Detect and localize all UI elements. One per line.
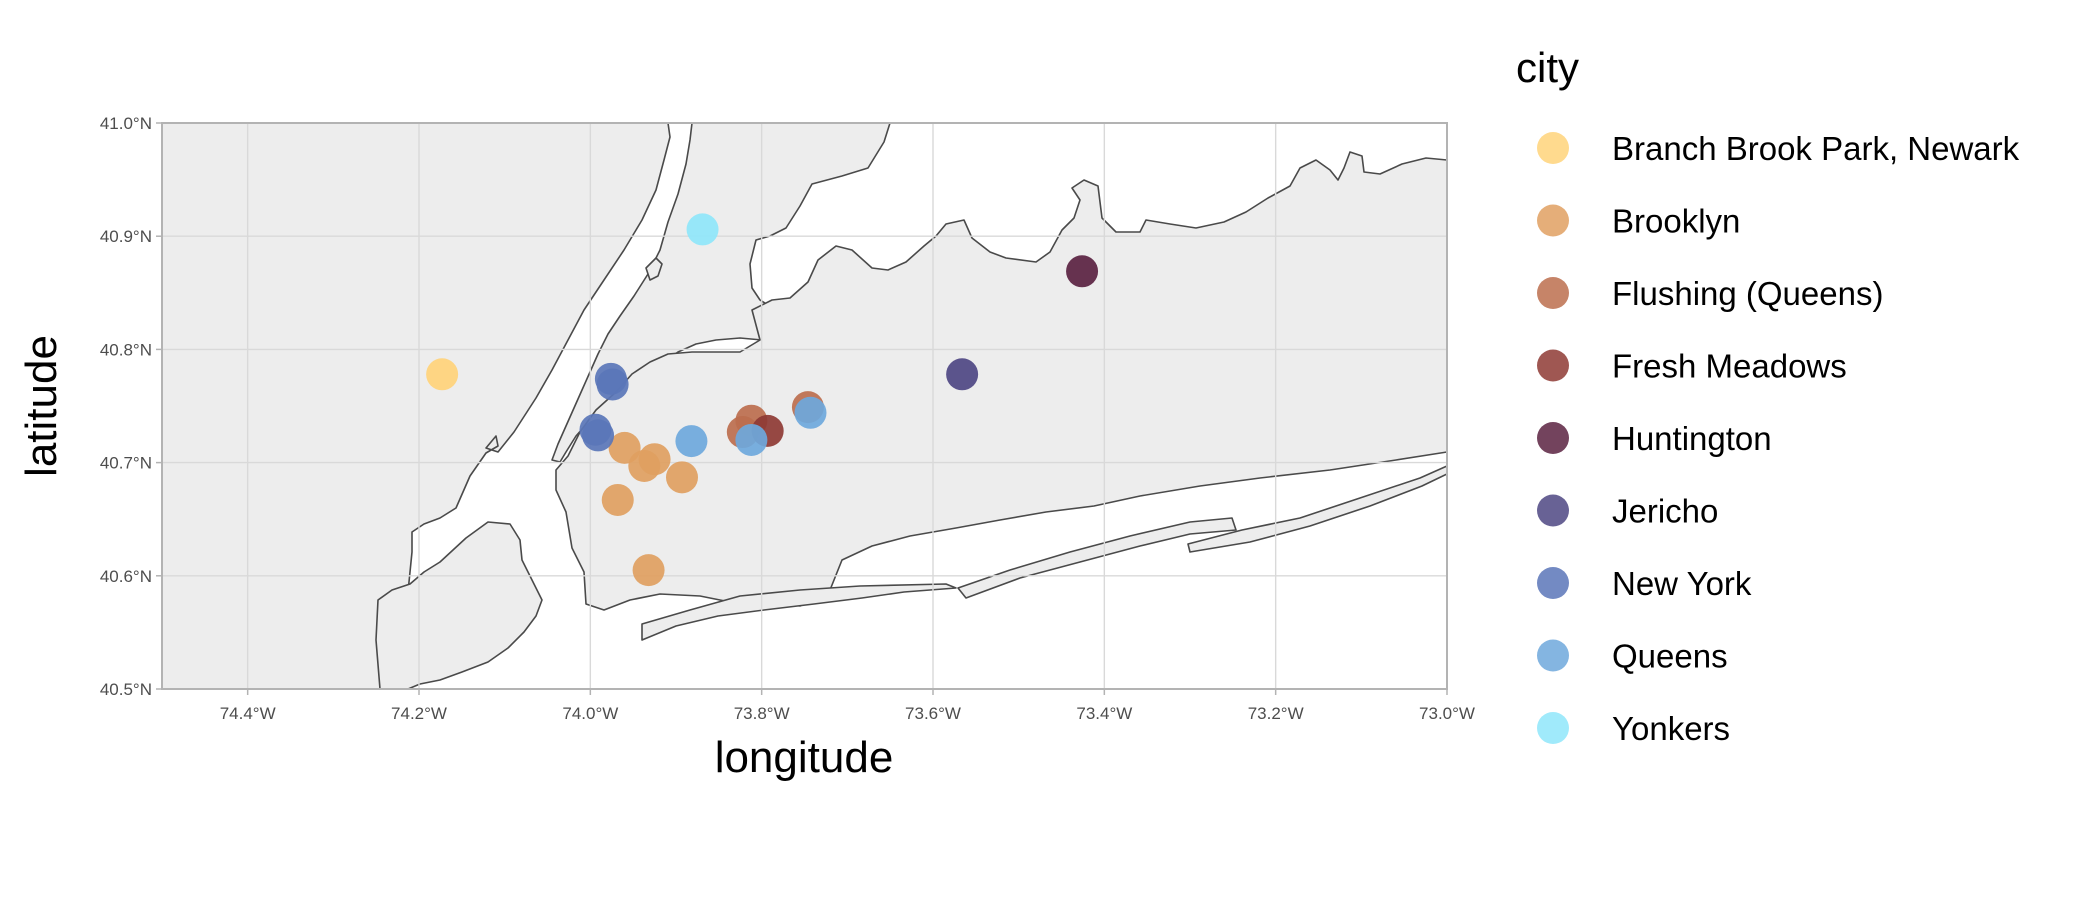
legend-label: Brooklyn [1612,203,1740,240]
jones-beach-barrier [1187,465,1447,553]
x-tick-label: 73.8°W [734,704,790,723]
data-point [946,358,979,391]
data-point [665,461,698,494]
data-point [596,368,629,401]
y-tick-label: 40.9°N [100,227,152,246]
legend-items: Branch Brook Park, Newark Brooklyn Flushin… [1537,130,2020,747]
y-tick-label: 40.7°N [100,454,152,473]
legend-label: Branch Brook Park, Newark [1612,130,2020,167]
legend-key [1537,349,1569,382]
x-tick-label: 73.4°W [1076,704,1132,723]
legend-label: Fresh Meadows [1612,348,1847,385]
y-tick-label: 40.5°N [100,680,152,699]
y-tick-label: 40.8°N [100,340,152,359]
legend-key [1537,422,1569,454]
y-axis: 41.0°N 40.9°N 40.8°N 40.7°N 40.6°N 40.5°N [100,114,162,699]
basemap-land [162,123,1447,689]
x-tick-label: 73.6°W [905,704,961,723]
y-tick-label: 41.0°N [100,114,152,133]
y-tick-label: 40.6°N [100,567,152,586]
legend-title: city [1516,44,1579,91]
data-point [675,425,708,458]
data-point [1066,255,1099,288]
data-point [638,443,671,476]
data-point [582,419,615,452]
x-tick-label: 74.0°W [562,704,618,723]
legend-key [1537,204,1569,237]
legend-key [1537,639,1569,672]
plot-panel-border [161,122,1448,690]
data-point [601,483,634,516]
data-point [794,396,827,429]
legend-key [1537,567,1569,599]
x-tick-label: 73.2°W [1248,704,1304,723]
legend-key [1537,494,1569,527]
legend: city Branch Brook Park, Newark Brooklyn Fl… [1516,44,2020,747]
data-points [426,213,1099,587]
data-point [686,213,719,246]
long-beach-barrier [957,517,1237,599]
y-axis-title: latitude [17,335,66,477]
legend-key [1537,277,1569,309]
x-axis: 74.4°W 74.2°W 74.0°W 73.8°W 73.6°W 73.4°W 73.2… [220,689,1475,723]
x-axis-title: longitude [715,733,894,782]
staten-island-landmass [375,521,543,689]
x-tick-label: 73.0°W [1419,704,1475,723]
x-tick-label: 74.2°W [391,704,447,723]
data-point [735,423,768,456]
data-point [426,358,459,391]
legend-label: Flushing (Queens) [1612,275,1883,312]
legend-label: Jericho [1612,493,1718,530]
legend-key [1537,712,1569,744]
legend-label: Yonkers [1612,710,1730,747]
data-point [632,554,665,587]
legend-key [1537,132,1569,164]
x-tick-label: 74.4°W [220,704,276,723]
legend-label: Huntington [1612,420,1772,457]
east-river-island [645,257,663,281]
legend-label: New York [1612,565,1752,602]
legend-label: Queens [1612,638,1728,675]
rockaway-strip [641,583,957,641]
